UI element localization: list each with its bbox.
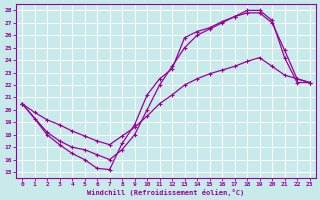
X-axis label: Windchill (Refroidissement éolien,°C): Windchill (Refroidissement éolien,°C) — [87, 189, 244, 196]
